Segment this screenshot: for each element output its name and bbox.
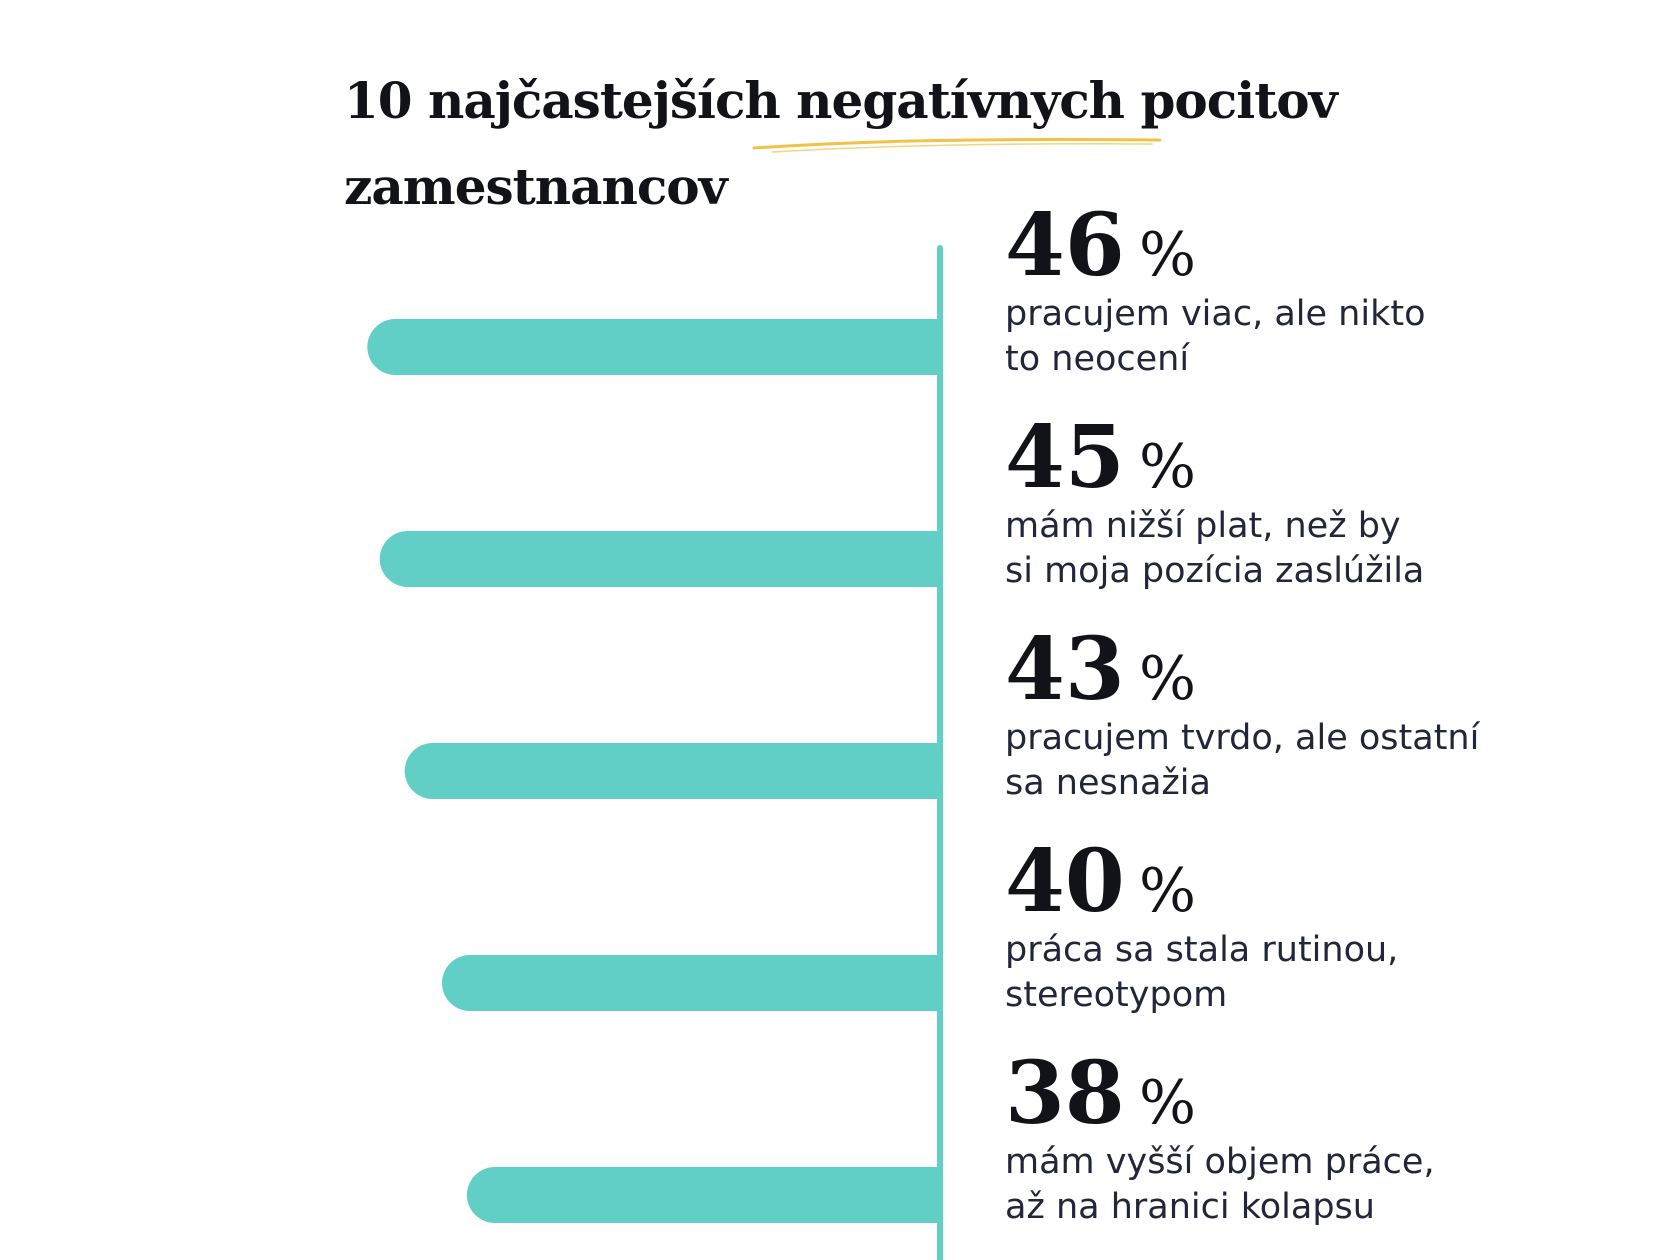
category-label-3-line-2: sa nesnažia bbox=[1005, 763, 1211, 803]
value-unit-1: % bbox=[1139, 220, 1196, 290]
bar-3 bbox=[404, 743, 940, 799]
bar-4 bbox=[442, 955, 940, 1011]
value-unit-2: % bbox=[1139, 432, 1196, 502]
value-label-2: 45 bbox=[1005, 407, 1125, 508]
bar-5 bbox=[466, 1167, 940, 1223]
bar-2 bbox=[379, 531, 941, 587]
category-label-5-line-2: až na hranici kolapsu bbox=[1005, 1187, 1375, 1227]
category-label-3-line-1: pracujem tvrdo, ale ostatní bbox=[1005, 718, 1481, 758]
category-label-4-line-1: práca sa stala rutinou, bbox=[1005, 930, 1398, 970]
value-unit-4: % bbox=[1139, 856, 1196, 926]
category-label-2-line-1: mám nižší plat, než by bbox=[1005, 506, 1401, 546]
chart-title-line-1: 10 najčastejších negatívnych pocitov bbox=[344, 71, 1338, 130]
bar-1 bbox=[367, 319, 940, 375]
value-label-5: 38 bbox=[1005, 1043, 1125, 1144]
chart-title-line-2: zamestnancov bbox=[344, 157, 728, 216]
category-label-5-line-1: mám vyšší objem práce, bbox=[1005, 1142, 1435, 1182]
chart-title: 10 najčastejších negatívnych pocitov zam… bbox=[344, 58, 1444, 230]
category-label-4-line-2: stereotypom bbox=[1005, 975, 1227, 1015]
value-label-4: 40 bbox=[1005, 831, 1125, 932]
category-label-2-line-2: si moja pozícia zaslúžila bbox=[1005, 551, 1424, 591]
value-label-1: 46 bbox=[1005, 195, 1125, 296]
value-unit-3: % bbox=[1139, 644, 1196, 714]
value-unit-5: % bbox=[1139, 1068, 1196, 1138]
value-label-3: 43 bbox=[1005, 619, 1125, 720]
category-label-1-line-1: pracujem viac, ale nikto bbox=[1005, 294, 1425, 334]
category-label-1-line-2: to neocení bbox=[1005, 339, 1190, 379]
title-underline-stroke bbox=[752, 137, 1162, 153]
